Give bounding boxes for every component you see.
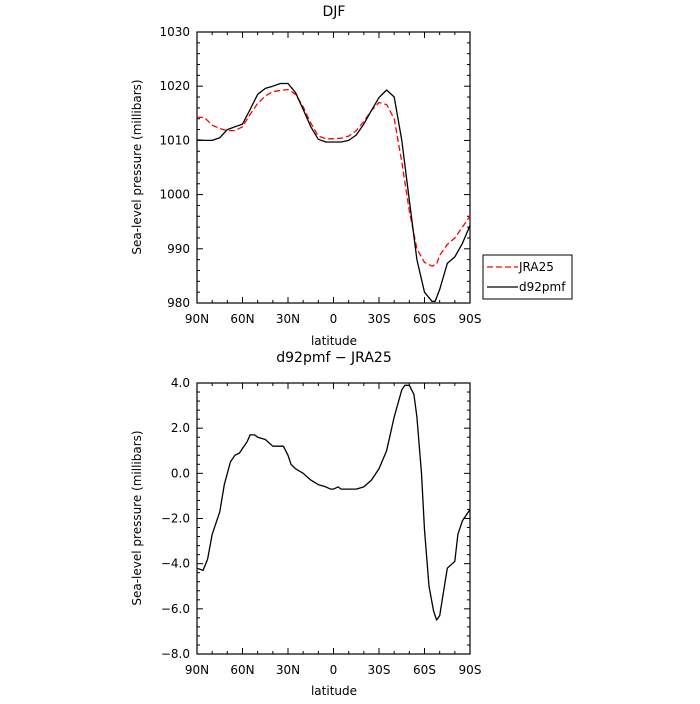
series-line-difference: [196, 384, 471, 621]
x-axis-ticks: 90N 60N 30N 0 30S 60S 90S: [185, 32, 482, 326]
y-tick-label: 1020: [159, 79, 190, 93]
panel-title: d92pmf − JRA25: [276, 350, 391, 366]
x-axis-label: latitude: [311, 334, 357, 348]
y-tick-label: 1030: [159, 25, 190, 39]
y-axis-label: Sea-level pressure (millibars): [130, 430, 144, 605]
y-tick-label: 1010: [159, 133, 190, 147]
plot-frame: [196, 382, 471, 655]
x-tick-label: 90S: [459, 312, 482, 326]
series-lines: [196, 384, 471, 621]
x-tick-label: 0: [330, 663, 338, 677]
x-tick-label: 30N: [276, 663, 300, 677]
x-tick-label: 30N: [276, 312, 300, 326]
x-tick-label: 60S: [413, 312, 436, 326]
y-tick-label: 1000: [159, 188, 190, 202]
x-tick-label: 60S: [413, 663, 436, 677]
plot-frame: [196, 31, 471, 304]
x-tick-label: 30S: [368, 312, 391, 326]
series-lines: [196, 82, 471, 303]
y-tick-label: 2.0: [171, 421, 190, 435]
y-tick-label: −6.0: [161, 602, 190, 616]
x-axis-label: latitude: [311, 684, 357, 698]
series-line-d92pmf: [196, 82, 471, 303]
y-tick-label: −4.0: [161, 557, 190, 571]
y-axis-ticks: −8.0 −6.0 −4.0 −2.0 0.0 2.0 4.0: [161, 376, 470, 661]
y-axis-ticks: 980 990 1000 1010 1020 1030: [159, 25, 470, 310]
y-tick-label: 980: [167, 296, 190, 310]
x-tick-label: 90S: [459, 663, 482, 677]
y-tick-label: 4.0: [171, 376, 190, 390]
y-axis-label: Sea-level pressure (millibars): [130, 79, 144, 254]
y-tick-label: 0.0: [171, 466, 190, 480]
panel-difference: d92pmf − JRA25 −8.0 −6.0 −4.0 −2.0 0.0 2.0 4.0…: [130, 350, 481, 698]
x-tick-label: 90N: [185, 312, 209, 326]
legend-box: [482, 254, 573, 300]
y-tick-label: −2.0: [161, 512, 190, 526]
legend-label-d92pmf: d92pmf: [519, 280, 566, 294]
x-tick-label: 60N: [230, 663, 254, 677]
legend: JRA25 d92pmf: [482, 254, 573, 300]
series-line-jra25: [196, 88, 471, 267]
panel-djf: DJF 980 990 1000 1010 1020 1030 90N 60N 30N 0 30S…: [130, 4, 573, 348]
x-tick-label: 90N: [185, 663, 209, 677]
x-tick-label: 0: [330, 312, 338, 326]
x-tick-label: 30S: [368, 663, 391, 677]
x-axis-ticks: 90N 60N 30N 0 30S 60S 90S: [185, 383, 482, 677]
y-tick-label: 990: [167, 242, 190, 256]
x-tick-label: 60N: [230, 312, 254, 326]
legend-label-jra25: JRA25: [518, 260, 554, 274]
panel-title: DJF: [323, 4, 346, 20]
y-tick-label: −8.0: [161, 647, 190, 661]
